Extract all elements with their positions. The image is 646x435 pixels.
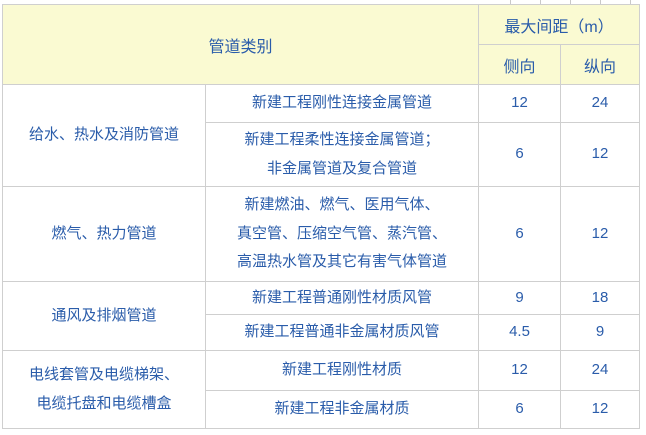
table-row: 给水、热水及消防管道 新建工程刚性连接金属管道 12 24: [2, 84, 641, 187]
lateral-value: 12: [478, 350, 562, 391]
pipe-type-cell: 新建工程刚性连接金属管道: [204, 84, 480, 123]
lateral-value: 12: [478, 84, 562, 123]
category-line: 电缆托盘和电缆槽盒: [36, 394, 172, 412]
table-row: 新建工程柔性连接金属管道； 非金属管道及复合管道 6 12: [3, 122, 641, 187]
longitudinal-value: 24: [560, 350, 641, 391]
longitudinal-value: 24: [560, 84, 641, 123]
table-row: 通风及排烟管道 新建工程普通刚性材质风管 9 18: [2, 281, 641, 351]
lateral-value: 9: [478, 281, 562, 315]
header-max-spacing: 最大间距（m）: [478, 4, 641, 45]
pipe-type-line: 非金属管道及复合管道: [267, 159, 418, 177]
category-cell-cable: 电线套管及电缆梯架、 电缆托盘和电缆槽盒: [2, 350, 206, 429]
pipe-type-line: 真空管、压缩空气管、蒸汽管、: [237, 224, 448, 242]
header-lateral: 侧向: [478, 44, 562, 85]
pipe-type-cell: 新建工程柔性连接金属管道； 非金属管道及复合管道: [204, 122, 480, 187]
pipe-type-cell: 新建工程普通非金属材质风管: [204, 314, 480, 351]
pipe-type-cell: 新建工程刚性材质: [204, 350, 480, 391]
longitudinal-value: 9: [560, 314, 641, 351]
category-line: 电线套管及电缆梯架、: [28, 366, 179, 383]
pipe-type-cell: 新建燃油、燃气、医用气体、 真空管、压缩空气管、蒸汽管、 高温热水管及其它有害气…: [204, 186, 480, 282]
lateral-value: 4.5: [478, 314, 562, 351]
pipe-type-line: 新建工程柔性连接金属管道；: [244, 131, 440, 148]
pipe-spacing-table: 管道类别 最大间距（m） 侧向 纵向 给水、热水及消防管道 新建工程刚性连接金属…: [1, 4, 641, 429]
longitudinal-value: 18: [560, 281, 641, 315]
category-cell-water: 给水、热水及消防管道: [2, 84, 206, 187]
table-row: 新建工程非金属材质 6 12: [3, 390, 641, 429]
pipe-type-line: 高温热水管及其它有害气体管道: [237, 253, 448, 271]
pipe-type-cell: 新建工程非金属材质: [204, 390, 480, 429]
pipe-type-line: 新建燃油、燃气、医用气体、: [244, 196, 440, 214]
category-cell-gas: 燃气、热力管道: [2, 186, 206, 282]
header-pipe-category: 管道类别: [1, 4, 480, 85]
longitudinal-value: 12: [560, 390, 641, 429]
longitudinal-value: 12: [560, 122, 641, 187]
pipe-type-cell: 新建工程普通刚性材质风管: [204, 281, 480, 315]
lateral-value: 6: [478, 122, 562, 187]
lateral-value: 6: [478, 186, 562, 282]
header-longitudinal: 纵向: [560, 44, 641, 85]
header-row-1: 管道类别 最大间距（m）: [1, 4, 641, 85]
category-cell-ventilation: 通风及排烟管道: [2, 281, 206, 351]
longitudinal-value: 12: [560, 186, 641, 282]
table-row: 燃气、热力管道 新建燃油、燃气、医用气体、 真空管、压缩空气管、蒸汽管、 高温热…: [2, 186, 641, 282]
table-row: 电线套管及电缆梯架、 电缆托盘和电缆槽盒 新建工程刚性材质 12 24: [2, 350, 641, 429]
lateral-value: 6: [478, 390, 562, 429]
